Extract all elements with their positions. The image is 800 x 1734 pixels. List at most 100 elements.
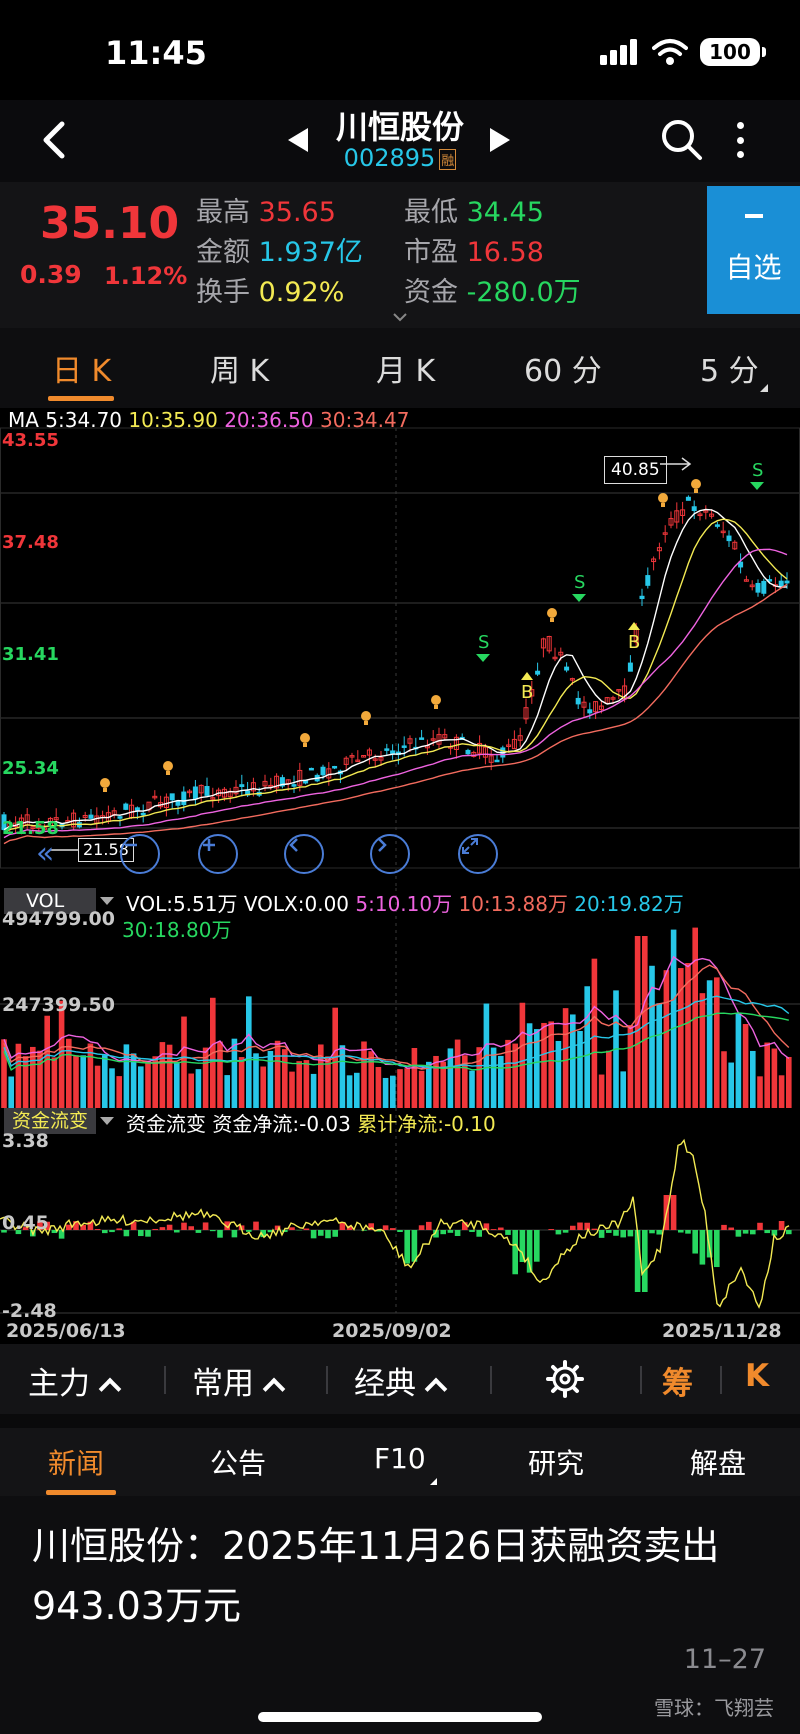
dropdown-arrow-icon[interactable] [100, 897, 114, 905]
fund-value: -280.0万 [466, 277, 581, 308]
stock-code: 002895 [343, 144, 436, 172]
scroll-right-button[interactable] [370, 834, 410, 874]
tab-announcements[interactable]: 公告 [210, 1447, 267, 1480]
tab-5-min[interactable]: 5 分 [700, 354, 759, 389]
ma-legend: MA 5:34.70 10:35.90 20:36.50 30:34.47 [8, 408, 410, 432]
divider [490, 1366, 492, 1394]
fund-indicator-selector[interactable]: 资金流变 [4, 1108, 96, 1134]
dropdown-arrow-icon[interactable] [100, 1117, 114, 1125]
quote-panel: 35.10 0.39 1.12% 最高 35.65 最低 34.45 金额 1.… [0, 182, 800, 328]
low-row: 最低 34.45 [404, 197, 544, 228]
turnover-row: 换手 0.92% [196, 277, 345, 308]
volume-panel[interactable]: VOL VOL:5.51万 VOLX:0.00 5:10.10万 10:13.8… [0, 888, 800, 1108]
tab-week-k[interactable]: 周 K [210, 354, 270, 389]
pe-row: 市盈 16.58 [404, 237, 544, 268]
svg-text:B: B [521, 682, 533, 703]
divider [720, 1366, 722, 1394]
pe-value: 16.58 [466, 237, 544, 268]
fund-row: 资金 -280.0万 [404, 277, 581, 308]
price-tick: 37.48 [2, 532, 59, 553]
fullscreen-button[interactable] [458, 834, 498, 874]
home-indicator[interactable] [258, 1712, 542, 1722]
status-bar: 11:45 100 [0, 0, 800, 100]
tab-research[interactable]: 研究 [528, 1447, 585, 1480]
rewind-icon[interactable]: « [36, 836, 55, 871]
tab-analysis[interactable]: 解盘 [690, 1447, 747, 1480]
kline-chart[interactable]: S S S B B MA 5:34.70 10:35.90 20:36.50 30:34… [0, 408, 800, 888]
kline-svg: S S S B B [0, 427, 800, 888]
indicator-main-force[interactable]: 主力 [28, 1358, 122, 1403]
news-tabs: 新闻 公告 F10 研究 解盘 [0, 1428, 800, 1496]
volume-legend: VOL:5.51万 VOLX:0.00 5:10.10万 10:13.88万 2… [126, 892, 684, 916]
fund-tick: -2.48 [2, 1300, 57, 1322]
kline-settings-button[interactable]: K [745, 1358, 770, 1394]
tab-60-min[interactable]: 60 分 [524, 354, 602, 389]
add-watchlist-button[interactable]: 自选 [707, 186, 800, 314]
volume-svg [0, 888, 800, 1108]
prev-stock-button[interactable] [288, 128, 308, 152]
plus-icon [203, 839, 215, 851]
divider [164, 1366, 166, 1394]
battery-icon: 100 [700, 38, 766, 66]
volume-legend-ma30: 30:18.80万 [122, 918, 232, 942]
svg-text:S: S [752, 460, 763, 481]
volume-indicator-selector[interactable]: VOL [4, 888, 96, 914]
low-value: 34.45 [466, 197, 544, 228]
search-icon[interactable] [658, 116, 704, 162]
section-gap [0, 1414, 800, 1428]
signal-icon [600, 39, 637, 65]
indicator-bar: 主力 常用 经典 筹 K [0, 1344, 800, 1414]
period-tabs: 日 K 周 K 月 K 60 分 5 分 [0, 328, 800, 408]
period-high-marker: 40.85 [604, 456, 667, 484]
price-tick: 43.55 [2, 430, 59, 451]
news-headline[interactable]: 川恒股份：2025年11月26日获融资卖出943.03万元 [32, 1524, 720, 1628]
scroll-left-button[interactable] [284, 834, 324, 874]
volume-tick: 247399.50 [2, 994, 115, 1016]
status-icons: 100 [600, 38, 766, 66]
dropdown-corner-icon [760, 384, 768, 392]
chevron-up-icon [424, 1377, 448, 1401]
date-label: 2025/11/28 [662, 1320, 782, 1342]
active-tab-indicator [48, 396, 114, 401]
wifi-icon [652, 39, 688, 65]
date-label: 2025/06/13 [6, 1320, 126, 1342]
svg-text:S: S [574, 572, 585, 593]
next-stock-button[interactable] [490, 128, 510, 152]
svg-text:S: S [478, 632, 489, 653]
fund-tick: 3.38 [2, 1130, 49, 1152]
chip-distribution-button[interactable]: 筹 [662, 1366, 693, 1402]
current-price: 35.10 [40, 198, 180, 249]
amount-value: 1.937亿 [258, 237, 363, 268]
price-tick: 21.58 [2, 818, 59, 839]
fund-flow-panel[interactable]: 资金流变 资金流变 资金净流:-0.03 累计净流:-0.10 3.38 0.4… [0, 1108, 800, 1344]
chevron-right-icon [378, 838, 387, 852]
tab-f10[interactable]: F10 [374, 1442, 426, 1475]
indicator-common[interactable]: 常用 [192, 1358, 286, 1403]
gear-icon[interactable] [546, 1360, 584, 1398]
tab-month-k[interactable]: 月 K [376, 354, 436, 389]
dropdown-corner-icon [430, 1478, 437, 1485]
zoom-out-button[interactable] [120, 834, 160, 874]
price-tick: 25.34 [2, 758, 59, 779]
price-tick: 31.41 [2, 644, 59, 665]
divider [326, 1366, 328, 1394]
more-icon[interactable] [728, 118, 752, 162]
ma5-value: 5:34.70 [45, 408, 123, 432]
stock-header: 川恒股份 002895 融 [0, 100, 800, 182]
stock-name: 川恒股份 [335, 108, 464, 146]
chevron-down-icon[interactable] [392, 310, 408, 326]
stock-code-row: 002895 融 [0, 144, 800, 172]
chevron-up-icon [262, 1377, 286, 1401]
chevron-left-icon [289, 838, 298, 852]
margin-badge: 融 [439, 148, 457, 170]
news-source-watermark: 雪球：飞翔芸 [654, 1696, 774, 1720]
back-icon[interactable] [36, 118, 76, 162]
ma30-value: 30:34.47 [320, 408, 410, 432]
tab-day-k[interactable]: 日 K [52, 354, 112, 389]
price-change-pct: 1.12% [104, 262, 188, 290]
turnover-value: 0.92% [258, 277, 345, 308]
indicator-classic[interactable]: 经典 [354, 1358, 448, 1403]
tab-news[interactable]: 新闻 [48, 1447, 105, 1480]
zoom-in-button[interactable] [198, 834, 238, 874]
ma20-value: 20:36.50 [224, 408, 314, 432]
